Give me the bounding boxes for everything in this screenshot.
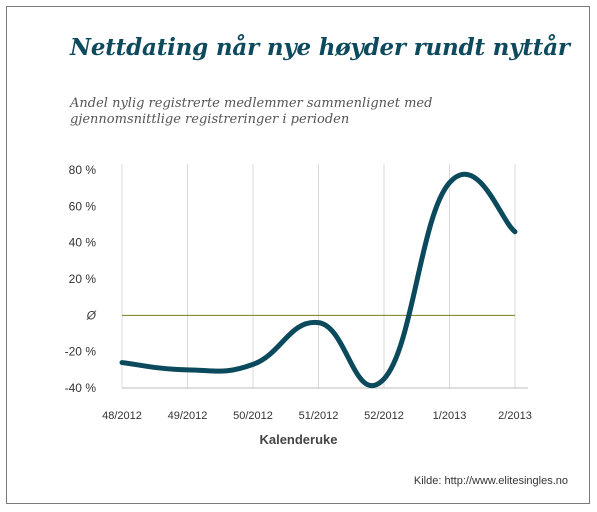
chart-subtitle: Andel nylig registrerte medlemmer sammen…: [70, 96, 470, 128]
x-axis-ticks: 48/2012 49/2012 50/2012 51/2012 52/2012 1/201…: [102, 410, 532, 422]
grid-lines: [121, 164, 528, 389]
x-tick-label: 1/2013: [433, 410, 467, 422]
y-tick-label: 40 %: [69, 236, 97, 250]
x-tick-label: 50/2012: [233, 410, 273, 422]
chart-title: Nettdating når nye høyder rundt nyttår: [70, 34, 570, 61]
y-tick-label: -40 %: [65, 381, 97, 395]
subtitle-line-2: gjennomsnittlige registreringer i period…: [70, 112, 350, 127]
y-axis-ticks: 80 % 60 % 40 % 20 % Ø -20 % -40 %: [65, 163, 97, 395]
y-tick-label: 20 %: [69, 272, 97, 286]
y-tick-label-average: Ø: [86, 308, 97, 322]
y-tick-label: 60 %: [69, 199, 97, 213]
x-tick-label: 49/2012: [168, 410, 208, 422]
subtitle-line-1: Andel nylig registrerte medlemmer sammen…: [70, 96, 433, 111]
chart-frame: [6, 6, 590, 504]
x-tick-label: 48/2012: [102, 410, 142, 422]
source-note: Kilde: http://www.elitesingles.no: [413, 475, 568, 487]
x-axis-label: Kalenderuke: [259, 432, 338, 447]
series-group: [119, 171, 518, 389]
y-tick-label: 80 %: [69, 163, 97, 177]
y-tick-label: -20 %: [65, 345, 97, 359]
x-tick-label: 2/2013: [498, 410, 532, 422]
x-tick-label: 52/2012: [364, 410, 404, 422]
x-tick-label: 51/2012: [299, 410, 339, 422]
